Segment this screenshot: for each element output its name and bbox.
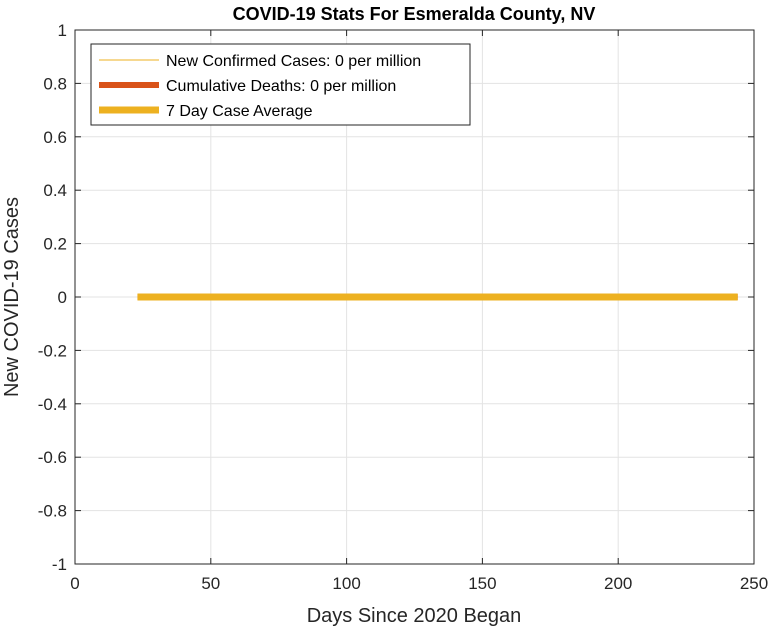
x-tick-label: 150: [468, 574, 496, 593]
y-axis-label: New COVID-19 Cases: [1, 197, 23, 397]
y-tick-label: -0.8: [38, 502, 67, 521]
ticks: 0 50 100 150 200 250 -1 -0.8 -0.6 -0.4 -0.2 0 0.2 0.4…: [38, 21, 768, 593]
x-axis-label: Days Since 2020 Began: [307, 605, 522, 627]
legend-label-cumulative-deaths: Cumulative Deaths: 0 per million: [166, 78, 396, 95]
y-tick-label: 0: [58, 288, 67, 307]
y-tick-label: -1: [52, 555, 67, 574]
legend-label-new-cases: New Confirmed Cases: 0 per million: [166, 53, 421, 70]
y-tick-label: -0.2: [38, 341, 67, 360]
y-tick-label: 0.6: [43, 128, 67, 147]
y-tick-label: 0.4: [43, 181, 67, 200]
y-tick-label: -0.6: [38, 448, 67, 467]
x-tick-label: 100: [332, 574, 360, 593]
chart-title: COVID-19 Stats For Esmeralda County, NV: [233, 4, 596, 24]
y-tick-label: 0.2: [43, 235, 67, 254]
legend-label-7day-average: 7 Day Case Average: [166, 103, 313, 120]
x-tick-label: 250: [740, 574, 768, 593]
x-tick-label: 50: [201, 574, 220, 593]
y-tick-label: 1: [58, 21, 67, 40]
y-tick-label: 0.8: [43, 74, 67, 93]
x-tick-label: 200: [604, 574, 632, 593]
legend: New Confirmed Cases: 0 per million Cumul…: [90, 43, 471, 126]
y-tick-label: -0.4: [38, 395, 67, 414]
x-tick-label: 0: [70, 574, 79, 593]
